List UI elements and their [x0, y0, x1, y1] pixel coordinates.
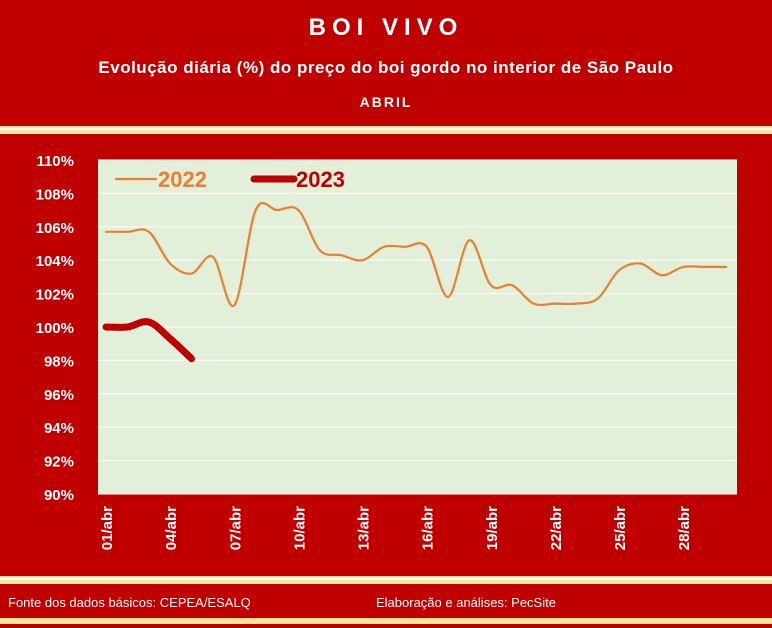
chart-title: BOI VIVO	[308, 14, 464, 41]
x-tick-label: 19/abr	[484, 506, 501, 550]
y-tick-label: 96%	[44, 387, 74, 404]
x-tick-label: 04/abr	[163, 506, 180, 550]
chart-subtitle: Evolução diária (%) do preço do boi gord…	[98, 58, 674, 77]
x-tick-label: 01/abr	[99, 506, 116, 550]
series-2023-line	[102, 318, 195, 363]
legend-2022-label: 2022	[158, 167, 207, 192]
y-tick-label: 100%	[36, 320, 74, 337]
y-tick-label: 102%	[36, 287, 74, 304]
footer-bottom-stripe	[0, 618, 772, 624]
x-tick-label: 25/abr	[612, 506, 629, 550]
x-tick-label: 13/abr	[356, 506, 373, 550]
chart-period: ABRIL	[359, 94, 413, 110]
x-tick-label: 28/abr	[676, 506, 693, 550]
y-tick-label: 90%	[44, 487, 74, 504]
footer-stripe	[0, 576, 772, 584]
x-tick-label: 07/abr	[227, 506, 244, 550]
y-tick-label: 94%	[44, 420, 74, 437]
header-stripe	[0, 126, 772, 134]
y-tick-label: 110%	[36, 153, 74, 170]
y-tick-label: 108%	[36, 186, 74, 203]
y-tick-label: 104%	[36, 253, 74, 270]
header-stripe-inner	[0, 128, 772, 130]
source-note: Fonte dos dados básicos: CEPEA/ESALQ	[8, 595, 251, 610]
y-tick-label: 98%	[44, 353, 74, 370]
credit-note: Elaboração e análises: PecSite	[376, 595, 556, 610]
x-tick-label: 22/abr	[548, 506, 565, 550]
y-tick-label: 106%	[36, 220, 74, 237]
legend-2023-label: 2023	[296, 167, 345, 192]
footer-stripe-inner	[0, 578, 772, 580]
series-2022-line	[104, 202, 728, 307]
y-tick-label: 92%	[44, 454, 74, 471]
x-tick-label: 16/abr	[420, 506, 437, 550]
x-tick-label: 10/abr	[291, 506, 308, 550]
